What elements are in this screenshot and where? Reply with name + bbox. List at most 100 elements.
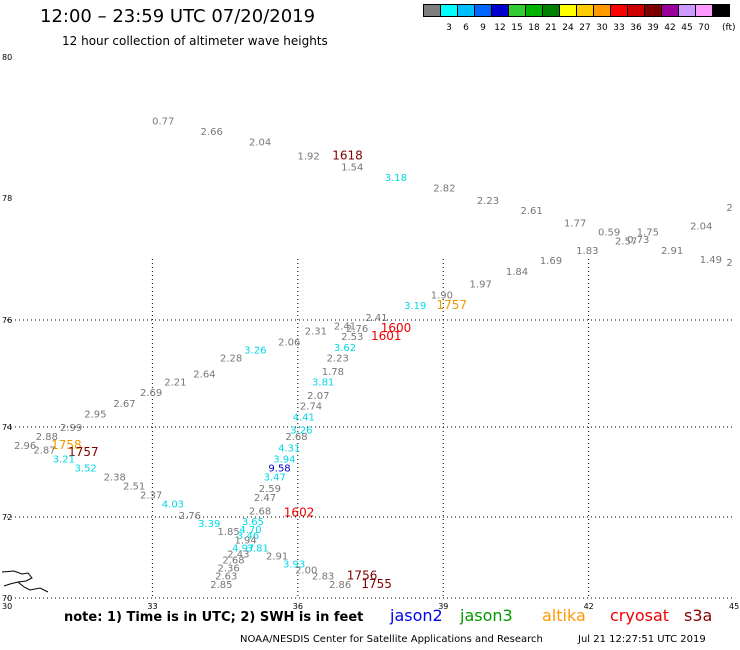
wave-height-label: 1.84 bbox=[506, 267, 528, 278]
lon-label: 39 bbox=[438, 602, 448, 611]
wave-height-label: 4.31 bbox=[278, 443, 300, 454]
scale-label: 45 bbox=[681, 23, 693, 33]
wave-height-label: 2.61 bbox=[520, 206, 542, 217]
lon-label: 33 bbox=[147, 602, 157, 611]
wave-height-label: 2.83 bbox=[312, 572, 334, 583]
pass-time-label: 1758 bbox=[51, 438, 82, 452]
wave-height-label: 3.65 bbox=[242, 517, 264, 528]
wave-height-label: 2.76 bbox=[179, 511, 201, 522]
pass-time-label: 1601 bbox=[371, 329, 402, 343]
scale-label: 3 bbox=[446, 23, 452, 33]
wave-height-label: 1.49 bbox=[700, 255, 722, 266]
wave-height-label: 2.82 bbox=[433, 183, 455, 194]
scale-label: 6 bbox=[463, 23, 469, 33]
wave-height-label: 2.91 bbox=[661, 246, 683, 257]
wave-height-label: 3.62 bbox=[334, 343, 356, 354]
wave-height-label: 0.77 bbox=[152, 116, 174, 127]
lon-label: 45 bbox=[729, 602, 739, 611]
wave-height-label: 3.81 bbox=[247, 543, 269, 554]
scale-label: 70 bbox=[698, 23, 710, 33]
wave-height-label: 9.58 bbox=[268, 464, 290, 475]
wave-height-label: 0.73 bbox=[627, 235, 649, 246]
lat-label: 78 bbox=[2, 194, 12, 203]
coastline bbox=[1, 570, 49, 593]
wave-height-label: 2.99 bbox=[60, 423, 82, 434]
wave-height-label: 2.69 bbox=[140, 388, 162, 399]
lon-label: 42 bbox=[584, 602, 594, 611]
wave-height-label: 1.77 bbox=[564, 218, 586, 229]
legend-jason3: jason3 bbox=[460, 606, 513, 625]
wave-height-label: 1.78 bbox=[322, 367, 344, 378]
wave-height-label: 2.37 bbox=[140, 491, 162, 502]
wave-height-label: 1.92 bbox=[297, 152, 319, 163]
scale-label: 30 bbox=[596, 23, 608, 33]
pass-time-label: 1757 bbox=[436, 298, 467, 312]
wave-height-label: 2.07 bbox=[307, 391, 329, 402]
wave-height-label: 2.88 bbox=[36, 432, 58, 443]
timestamp: Jul 21 12:27:51 UTC 2019 bbox=[578, 634, 706, 645]
wave-height-label: 2.96 bbox=[14, 441, 36, 452]
footnote: note: 1) Time is in UTC; 2) SWH is in fe… bbox=[64, 610, 364, 625]
wave-height-label: 2.43 bbox=[227, 549, 249, 560]
scale-label: 12 bbox=[494, 23, 506, 33]
wave-height-label: 2.74 bbox=[300, 402, 322, 413]
wave-height-label: 1.97 bbox=[470, 279, 492, 290]
scale-label: 18 bbox=[528, 23, 540, 33]
wave-height-label: 2.68 bbox=[285, 432, 307, 443]
wave-height-label: 3.18 bbox=[385, 173, 407, 184]
wave-height-label: 2 bbox=[726, 258, 732, 269]
wave-height-label: 2.23 bbox=[477, 196, 499, 207]
wave-height-label: 2.86 bbox=[329, 580, 351, 591]
wave-height-label: 2.31 bbox=[305, 327, 327, 338]
wave-height-label: 2.41 bbox=[334, 321, 356, 332]
lon-label: 30 bbox=[2, 602, 12, 611]
wave-height-label: 3.39 bbox=[198, 519, 220, 530]
pass-time-label: 1602 bbox=[284, 506, 315, 520]
wave-height-label: 2 bbox=[726, 203, 732, 214]
wave-height-label: 1.85 bbox=[218, 527, 240, 538]
legend-s3a: s3a bbox=[684, 606, 713, 625]
lat-label: 70 bbox=[2, 594, 12, 603]
wave-height-label: 3.21 bbox=[53, 455, 75, 466]
scale-label: 24 bbox=[562, 23, 574, 33]
wave-height-label: 2.68 bbox=[222, 556, 244, 567]
wave-height-label: 2.23 bbox=[327, 353, 349, 364]
wave-height-label: 4.70 bbox=[239, 525, 261, 536]
wave-height-label: 2.53 bbox=[341, 332, 363, 343]
wave-height-label: 3.81 bbox=[312, 378, 334, 389]
scale-label: 9 bbox=[480, 23, 486, 33]
scale-label: 27 bbox=[579, 23, 591, 33]
wave-height-label: 2.91 bbox=[266, 551, 288, 562]
wave-height-label: 1.75 bbox=[637, 228, 659, 239]
wave-height-label: 4.97 bbox=[232, 543, 254, 554]
scale-label: 39 bbox=[647, 23, 659, 33]
wave-height-label: 2.04 bbox=[690, 221, 712, 232]
wave-height-label: 2.57 bbox=[615, 237, 637, 248]
wave-height-label: 2.04 bbox=[249, 138, 271, 149]
wave-height-label: 2.76 bbox=[346, 324, 368, 335]
pass-time-label: 1600 bbox=[381, 321, 412, 335]
wave-height-label: 2.38 bbox=[104, 473, 126, 484]
wave-height-label: 3.26 bbox=[290, 425, 312, 436]
scale-label: 15 bbox=[511, 23, 523, 33]
wave-height-label: 3.93 bbox=[283, 560, 305, 571]
wave-height-label: 2.67 bbox=[113, 399, 135, 410]
wave-height-label: 2.66 bbox=[201, 127, 223, 138]
wave-height-label: 2.59 bbox=[259, 484, 281, 495]
scale-label: 42 bbox=[664, 23, 676, 33]
wave-height-label: 2.28 bbox=[220, 353, 242, 364]
lat-label: 74 bbox=[2, 423, 12, 432]
legend-jason2: jason2 bbox=[390, 606, 443, 625]
pass-time-label: 1756 bbox=[347, 569, 378, 583]
wave-height-label: 3.26 bbox=[244, 345, 266, 356]
wave-height-label: 3.47 bbox=[264, 473, 286, 484]
wave-height-label: 1.94 bbox=[234, 535, 256, 546]
pass-time-label: 1755 bbox=[361, 577, 392, 591]
lon-label: 36 bbox=[293, 602, 303, 611]
wave-height-label: 2.47 bbox=[254, 493, 276, 504]
wave-height-label: 1.90 bbox=[431, 290, 453, 301]
wave-height-label: 2.85 bbox=[210, 580, 232, 591]
legend-cryosat: cryosat bbox=[610, 606, 670, 625]
